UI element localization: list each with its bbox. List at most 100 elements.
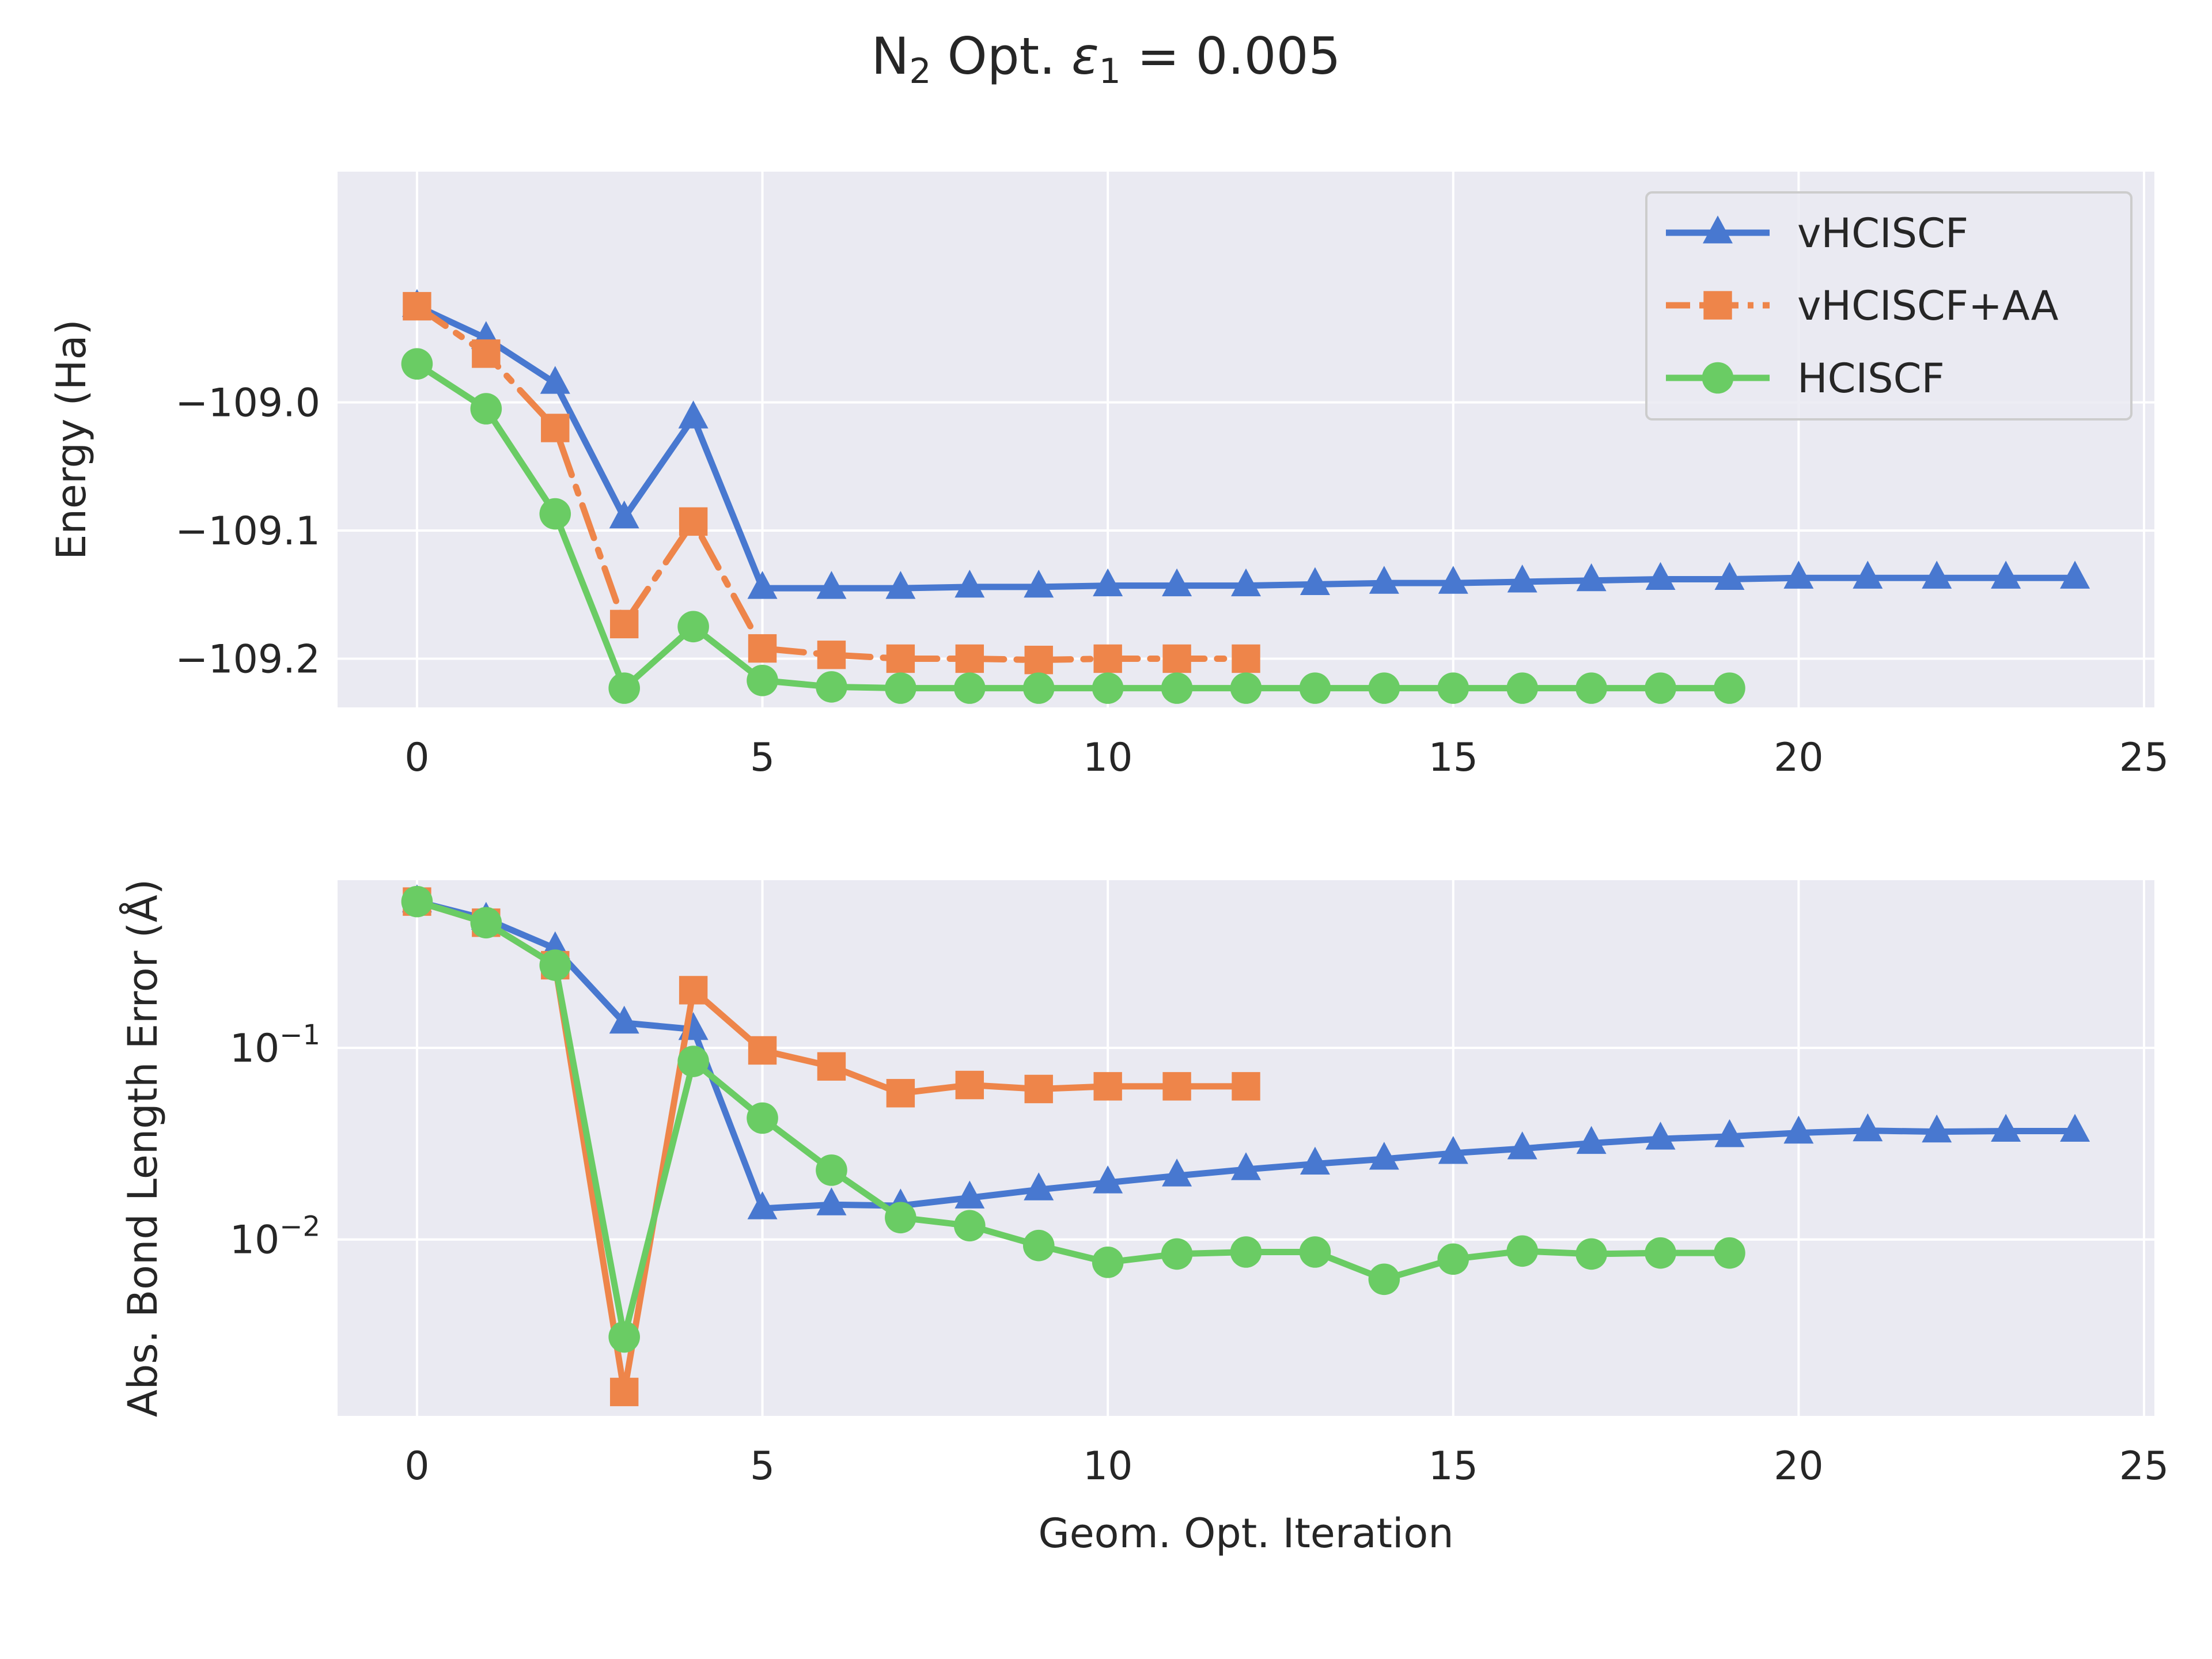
data-point-hciscf (747, 1102, 778, 1134)
data-point-vhciscf-plus-aa (748, 1036, 777, 1065)
data-point-vhciscf-plus-aa (748, 634, 777, 663)
y-tick-label: 10−1 (230, 1019, 320, 1071)
series-hciscf (401, 885, 1745, 1353)
data-point-vhciscf (1507, 565, 1537, 593)
title-prefix: N (872, 26, 910, 86)
data-point-hciscf (747, 664, 778, 696)
data-point-vhciscf (2060, 1113, 2090, 1142)
data-point-vhciscf-plus-aa (541, 414, 570, 442)
data-point-hciscf (1161, 1238, 1193, 1270)
data-point-vhciscf (816, 1187, 847, 1215)
x-tick-label: 10 (1083, 1444, 1133, 1489)
data-point-hciscf (470, 907, 502, 939)
data-point-vhciscf (1300, 1146, 1330, 1175)
series-hciscf (401, 348, 1745, 704)
data-point-vhciscf (1783, 560, 1814, 589)
data-point-hciscf (539, 949, 571, 981)
y-tick-label: −109.0 (175, 380, 320, 426)
data-point-vhciscf-plus-aa (1162, 644, 1191, 673)
x-tick-label: 20 (1774, 1444, 1824, 1489)
data-point-vhciscf-plus-aa (955, 1070, 984, 1100)
legend-marker (1702, 362, 1734, 394)
data-point-hciscf (1368, 1263, 1400, 1296)
data-point-hciscf (954, 672, 986, 704)
y-tick-exponent: −1 (279, 1019, 320, 1051)
data-point-vhciscf (2060, 560, 2090, 589)
data-point-vhciscf (1783, 1115, 1814, 1144)
energy-panel: 0 5 10 15 20 25 −109.0 −109.1 −109.2 Energy (Ha) v… (48, 172, 2169, 781)
data-point-vhciscf (1438, 566, 1468, 594)
plot-area (338, 880, 2154, 1416)
x-tick-label: 0 (404, 735, 429, 781)
data-point-vhciscf (955, 569, 985, 598)
y-tick-base: 10 (230, 1026, 280, 1071)
data-point-vhciscf (1991, 560, 2021, 589)
series-vhciscf-plus-aa (403, 291, 1260, 675)
legend-entry-hciscf: HCISCF (1666, 355, 1945, 402)
data-point-vhciscf-plus-aa (1232, 1072, 1260, 1101)
data-point-hciscf (1645, 672, 1676, 704)
y-axis-label: Abs. Bond Length Error (Å) (119, 879, 166, 1417)
data-point-hciscf (1506, 1235, 1538, 1267)
legend-frame (1645, 191, 2133, 421)
data-point-hciscf (1368, 672, 1400, 704)
x-tick-label: 20 (1774, 735, 1824, 781)
data-point-hciscf (1230, 672, 1262, 704)
data-point-hciscf (401, 885, 433, 918)
data-point-vhciscf (1507, 1131, 1537, 1160)
data-point-vhciscf (1369, 1142, 1399, 1170)
legend-label: HCISCF (1797, 355, 1945, 402)
data-point-vhciscf (1853, 560, 1883, 589)
data-point-vhciscf (1714, 1119, 1745, 1147)
data-point-hciscf (1299, 1236, 1331, 1268)
data-point-vhciscf (1922, 1114, 1952, 1143)
legend-label: vHCISCF (1797, 210, 1968, 257)
data-point-hciscf (677, 611, 709, 643)
legend-entry-vhciscf-plus-aa: vHCISCF+AA (1666, 282, 2059, 329)
data-point-hciscf (1161, 672, 1193, 704)
x-tick-label: 25 (2119, 1444, 2169, 1489)
data-point-vhciscf (1231, 568, 1261, 597)
data-point-vhciscf (1714, 562, 1745, 590)
legend-marker (1703, 291, 1732, 320)
data-point-vhciscf (1645, 1122, 1676, 1150)
y-axis-label: Energy (Ha) (48, 319, 95, 559)
data-point-vhciscf (1093, 1165, 1123, 1194)
title-subscript: 2 (909, 51, 931, 92)
data-point-hciscf (1506, 672, 1538, 704)
data-point-vhciscf-plus-aa (817, 1052, 846, 1081)
data-point-vhciscf-plus-aa (609, 1377, 639, 1407)
data-point-hciscf (677, 1046, 709, 1077)
y-tick-base: 10 (230, 1218, 280, 1263)
data-point-hciscf (608, 1321, 640, 1353)
data-point-hciscf (608, 672, 640, 704)
x-tick-label: 5 (750, 735, 775, 781)
data-point-vhciscf-plus-aa (609, 609, 639, 639)
data-point-vhciscf (885, 571, 916, 599)
data-point-hciscf (1575, 672, 1607, 704)
data-point-vhciscf (678, 400, 709, 429)
data-point-vhciscf (1438, 1136, 1468, 1164)
data-point-vhciscf (609, 1005, 639, 1034)
data-point-vhciscf (1853, 1113, 1883, 1142)
data-point-vhciscf (816, 571, 847, 599)
data-point-hciscf (1299, 672, 1331, 704)
data-point-vhciscf-plus-aa (1093, 644, 1122, 673)
data-point-vhciscf-plus-aa (472, 339, 501, 368)
data-point-vhciscf (1024, 1172, 1054, 1200)
data-point-hciscf (401, 348, 433, 380)
data-point-vhciscf (747, 1191, 778, 1219)
data-point-hciscf (885, 672, 916, 704)
legend-entry-vhciscf: vHCISCF (1666, 210, 1968, 257)
data-point-vhciscf-plus-aa (1024, 1074, 1053, 1104)
data-point-hciscf (1022, 672, 1055, 704)
x-tick-label: 15 (1429, 735, 1479, 781)
title-suffix: = 0.005 (1121, 26, 1341, 86)
x-tick-label: 0 (404, 1444, 429, 1489)
data-point-hciscf (1437, 672, 1469, 704)
data-point-vhciscf (1162, 1158, 1192, 1187)
data-point-vhciscf (1991, 1113, 2021, 1142)
x-tick-label: 15 (1429, 1444, 1479, 1489)
y-tick-label: 10−2 (230, 1211, 320, 1263)
